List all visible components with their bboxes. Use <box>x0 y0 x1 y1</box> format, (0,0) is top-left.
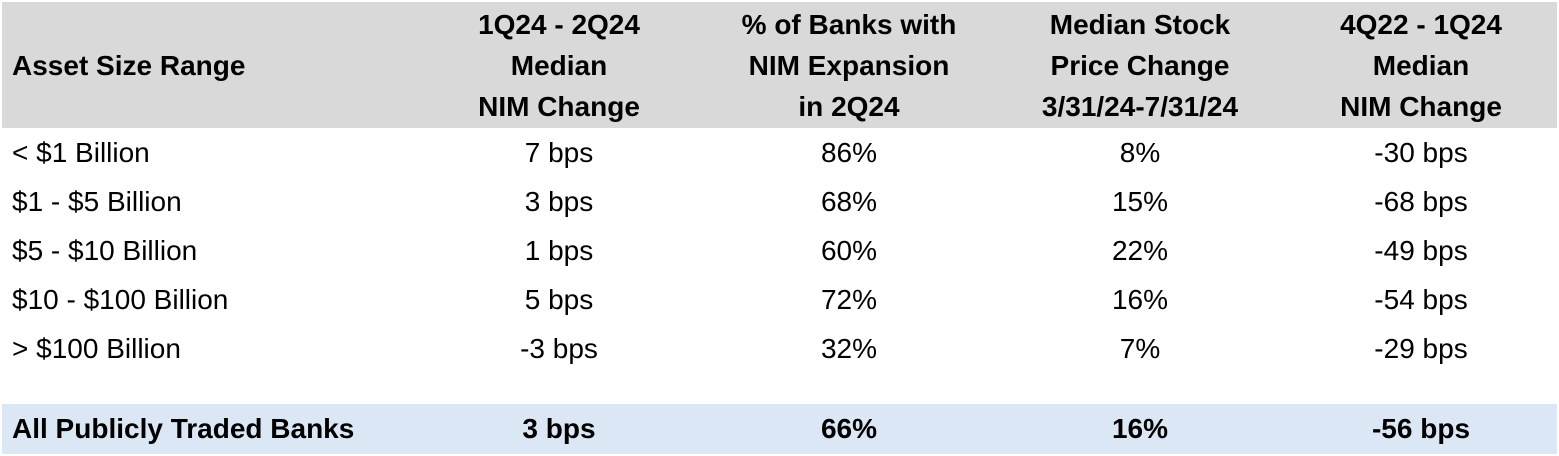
cell-pct-nim-expansion: 86% <box>820 136 878 168</box>
table-row-1-to-5-billion: $1 - $5 Billion 3 bps 68% 15% -68 bps <box>2 177 1557 226</box>
table-row-10-to-100-billion: $10 - $100 Billion 5 bps 72% 16% -54 bps <box>2 275 1557 324</box>
header-line: NIM Expansion <box>748 49 950 81</box>
cell-nim-change-prior: -49 bps <box>1374 234 1468 266</box>
cell-asset-size: $5 - $10 Billion <box>12 234 198 266</box>
cell-stock-price-change: 7% <box>1119 332 1161 364</box>
table-footer-row-all-banks: All Publicly Traded Banks 3 bps 66% 16% … <box>2 404 1557 454</box>
cell-nim-change-prior: -29 bps <box>1374 332 1468 364</box>
cell-stock-price-change: 8% <box>1119 136 1161 168</box>
header-line: Median <box>1372 49 1470 81</box>
header-line: 3/31/24-7/31/24 <box>1041 90 1239 122</box>
cell-stock-price-change: 22% <box>1111 234 1169 266</box>
header-line: Asset Size Range <box>12 49 246 81</box>
cell-nim-change-prior: -54 bps <box>1374 283 1468 315</box>
cell-pct-nim-expansion: 72% <box>820 283 878 315</box>
header-asset-size-range: Asset Size Range <box>2 45 415 86</box>
cell-asset-size: < $1 Billion <box>12 136 150 168</box>
cell-nim-change-prior: -30 bps <box>1374 136 1468 168</box>
header-median-stock-price-change: Median Stock Price Change 3/31/24-7/31/2… <box>995 4 1285 127</box>
cell-nim-change-recent: 7 bps <box>524 136 594 168</box>
cell-stock-price-change: 16% <box>1111 413 1169 444</box>
table-row-over-100-billion: > $100 Billion -3 bps 32% 7% -29 bps <box>2 324 1557 373</box>
header-line: Price Change <box>1050 49 1230 81</box>
header-line: NIM Change <box>1340 90 1502 122</box>
cell-nim-change-recent: 5 bps <box>524 283 594 315</box>
cell-stock-price-change: 16% <box>1111 283 1169 315</box>
header-pct-banks-nim-expansion: % of Banks with NIM Expansion in 2Q24 <box>703 4 995 127</box>
cell-asset-size: > $100 Billion <box>12 332 181 364</box>
cell-nim-change-recent: 1 bps <box>524 234 594 266</box>
header-line: Median <box>510 49 608 81</box>
cell-nim-change-recent: 3 bps <box>522 413 596 444</box>
cell-asset-size: $10 - $100 Billion <box>12 283 229 315</box>
cell-nim-change-prior: -56 bps <box>1371 413 1471 444</box>
cell-nim-change-recent: 3 bps <box>524 185 594 217</box>
cell-nim-change-recent: -3 bps <box>520 332 598 364</box>
header-line: % of Banks with <box>741 8 957 40</box>
table-header-row: Asset Size Range 1Q24 - 2Q24 Median NIM … <box>2 2 1557 128</box>
cell-asset-size: All Publicly Traded Banks <box>12 413 355 444</box>
header-1q24-2q24-median-nim-change: 1Q24 - 2Q24 Median NIM Change <box>415 4 703 127</box>
cell-stock-price-change: 15% <box>1111 185 1169 217</box>
header-line: 1Q24 - 2Q24 <box>478 8 640 40</box>
cell-pct-nim-expansion: 60% <box>820 234 878 266</box>
table-row-under-1-billion: < $1 Billion 7 bps 86% 8% -30 bps <box>2 128 1557 177</box>
table-spacer <box>2 373 1557 404</box>
header-line: 4Q22 - 1Q24 <box>1340 8 1502 40</box>
cell-asset-size: $1 - $5 Billion <box>12 185 182 217</box>
cell-pct-nim-expansion: 68% <box>820 185 878 217</box>
header-line: NIM Change <box>478 90 640 122</box>
cell-pct-nim-expansion: 66% <box>820 413 878 444</box>
header-line: in 2Q24 <box>798 90 900 122</box>
cell-pct-nim-expansion: 32% <box>820 332 878 364</box>
header-line: Median Stock <box>1049 8 1231 40</box>
header-4q22-1q24-median-nim-change: 4Q22 - 1Q24 Median NIM Change <box>1285 4 1557 127</box>
cell-nim-change-prior: -68 bps <box>1374 185 1468 217</box>
table-row-5-to-10-billion: $5 - $10 Billion 1 bps 60% 22% -49 bps <box>2 226 1557 275</box>
